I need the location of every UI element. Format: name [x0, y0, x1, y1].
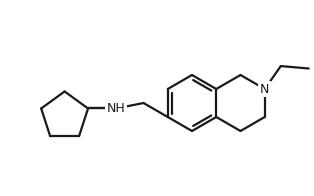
Text: N: N: [260, 83, 269, 95]
Text: NH: NH: [107, 102, 125, 115]
